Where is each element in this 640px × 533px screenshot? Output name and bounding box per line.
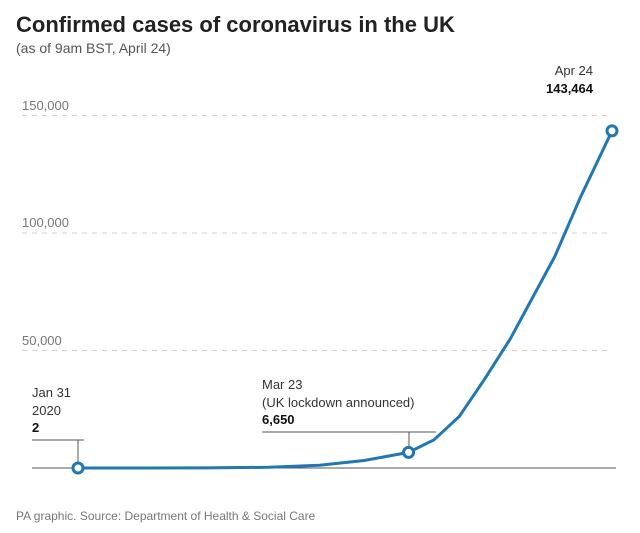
annotation-line: Mar 23 [262, 376, 414, 394]
ytick-label: 50,000 [22, 333, 62, 348]
annotation-line: Apr 24 [546, 62, 593, 80]
annotation-value: 2 [32, 419, 71, 437]
annotation-value: 6,650 [262, 411, 414, 429]
annotation-line: Jan 31 [32, 384, 71, 402]
annotation-line: 2020 [32, 402, 71, 420]
annotation-line: (UK lockdown announced) [262, 394, 414, 412]
chart-subtitle: (as of 9am BST, April 24) [16, 40, 171, 56]
source-credit: PA graphic. Source: Department of Health… [16, 509, 315, 523]
annotation-start: Jan 31 2020 2 [32, 384, 71, 437]
chart-svg [16, 60, 624, 500]
chart-area: 50,000 100,000 150,000 Jan 31 2020 2 Mar… [16, 60, 624, 500]
annotation-lockdown: Mar 23 (UK lockdown announced) 6,650 [262, 376, 414, 429]
ytick-label: 150,000 [22, 98, 69, 113]
ytick-label: 100,000 [22, 215, 69, 230]
annotation-value: 143,464 [546, 80, 593, 98]
chart-title: Confirmed cases of coronavirus in the UK [16, 12, 455, 38]
annotation-latest: Apr 24 143,464 [546, 62, 593, 97]
